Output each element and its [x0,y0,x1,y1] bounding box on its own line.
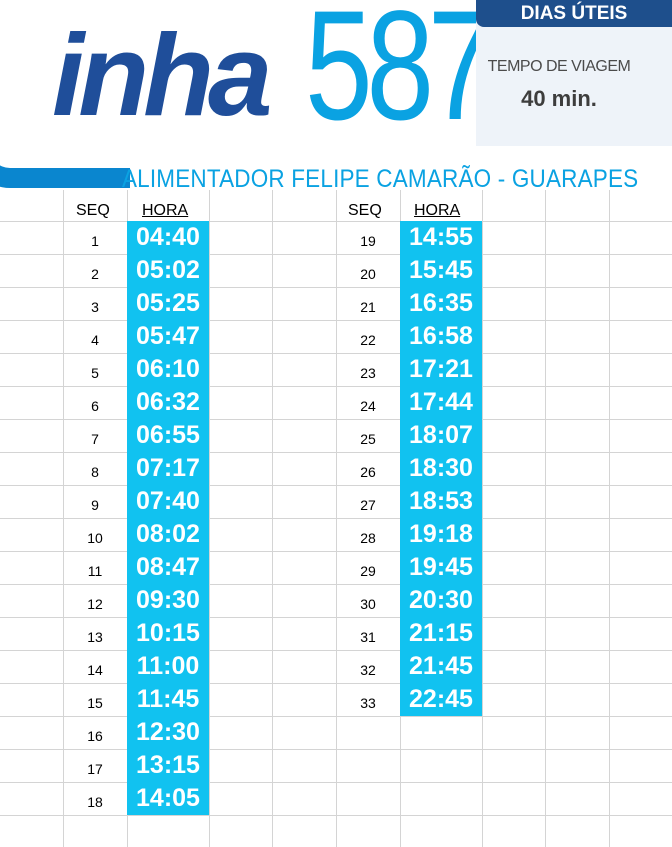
departure-time-cell: 18:30 [409,454,473,482]
seq-cell: 21 [360,299,376,315]
seq-cell: 26 [360,464,376,480]
seq-cell: 11 [87,563,103,579]
grid-line-vertical [609,190,610,847]
departure-time-cell: 06:55 [136,421,200,449]
departure-time-cell: 09:30 [136,586,200,614]
route-name: ALIMENTADOR FELIPE CAMARÃO - GUARAPES [122,165,639,193]
departure-time-cell: 21:45 [409,652,473,680]
seq-cell: 1 [91,233,99,249]
seq-cell: 29 [360,563,376,579]
seq-cell: 25 [360,431,376,447]
seq-cell: 19 [360,233,376,249]
seq-cell: 6 [91,398,99,414]
departure-time-cell: 18:07 [409,421,473,449]
departure-time-cell: 22:45 [409,685,473,713]
seq-cell: 17 [87,761,103,777]
grid-line-vertical [63,190,64,847]
logo-arc [0,0,130,188]
departure-time-cell: 11:45 [136,685,200,713]
grid-line-vertical [272,190,273,847]
time-header-right: HORA [414,202,461,219]
seq-cell: 10 [87,530,103,546]
departure-time-cell: 05:25 [136,289,200,317]
seq-cell: 14 [87,662,103,678]
grid-line-vertical [482,190,483,847]
departure-time-cell: 06:32 [136,388,200,416]
time-column-left-bg [127,221,209,815]
seq-cell: 7 [91,431,99,447]
logo-route-number: 587 [305,0,496,153]
seq-cell: 30 [360,596,376,612]
seq-cell: 3 [91,299,99,315]
logo-text-line: inha [52,10,272,140]
seq-cell: 4 [91,332,99,348]
seq-cell: 27 [360,497,376,513]
departure-time-cell: 17:44 [409,388,473,416]
seq-cell: 9 [91,497,99,513]
seq-cell: 8 [91,464,99,480]
seq-cell: 16 [87,728,103,744]
departure-time-cell: 04:40 [136,223,200,251]
seq-cell: 31 [360,629,376,645]
seq-cell: 15 [87,695,103,711]
seq-cell: 22 [360,332,376,348]
seq-cell: 13 [87,629,103,645]
departure-time-cell: 11:00 [136,652,200,680]
time-column-right-bg [400,221,482,716]
travel-time-value: 40 min. [521,86,597,111]
grid-line-vertical [336,190,337,847]
seq-cell: 20 [360,266,376,282]
departure-time-cell: 05:02 [136,256,200,284]
departure-time-cell: 07:40 [136,487,200,515]
grid-line-vertical [545,190,546,847]
departure-time-cell: 15:45 [409,256,473,284]
seq-cell: 33 [360,695,376,711]
departure-time-cell: 08:47 [136,553,200,581]
departure-time-cell: 06:10 [136,355,200,383]
departure-time-cell: 19:45 [409,553,473,581]
time-header-left: HORA [142,202,189,219]
travel-time-label: TEMPO DE VIAGEM [487,58,631,75]
spreadsheet-grid [0,190,672,847]
departure-time-cell: 14:05 [136,784,200,812]
seq-cell: 24 [360,398,376,414]
seq-cell: 2 [91,266,99,282]
schedule-info-box: DIAS ÚTEIS TEMPO DE VIAGEM 40 min. [476,0,672,146]
seq-cell: 18 [87,794,103,810]
departure-time-cell: 16:58 [409,322,473,350]
schedule-type-badge: DIAS ÚTEIS [476,0,672,27]
departure-time-cell: 05:47 [136,322,200,350]
departure-time-cell: 17:21 [409,355,473,383]
seq-cell: 23 [360,365,376,381]
departure-time-cell: 21:15 [409,619,473,647]
departure-time-cell: 07:17 [136,454,200,482]
seq-cell: 5 [91,365,99,381]
grid-line-vertical [209,190,210,847]
departure-time-cell: 08:02 [136,520,200,548]
departure-time-cell: 10:15 [136,619,200,647]
seq-header-left: SEQ [76,202,110,219]
departure-time-cell: 13:15 [136,751,200,779]
seq-cell: 32 [360,662,376,678]
departure-time-cell: 19:18 [409,520,473,548]
departure-time-cell: 16:35 [409,289,473,317]
departure-time-cell: 18:53 [409,487,473,515]
departure-time-cell: 20:30 [409,586,473,614]
seq-cell: 12 [87,596,103,612]
seq-cell: 28 [360,530,376,546]
seq-header-right: SEQ [348,202,382,219]
departure-time-cell: 12:30 [136,718,200,746]
departure-time-cell: 14:55 [409,223,473,251]
